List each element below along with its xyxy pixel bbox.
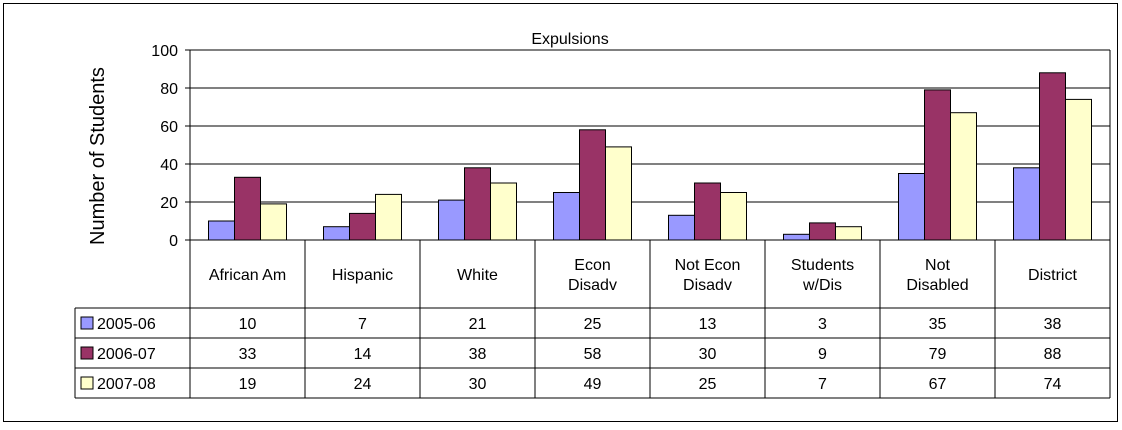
bar-2006-07-1 [349, 212, 376, 241]
data-label-2007-08-0: 19 [239, 376, 257, 393]
data-label-2007-08-3: 49 [584, 376, 602, 393]
bar-2006-07-3 [579, 129, 606, 241]
chart-title: Expulsions [531, 31, 608, 48]
bar-2007-08-4 [720, 192, 747, 241]
category-label-7-0: District [1028, 267, 1077, 284]
bar-2006-07-0 [234, 176, 261, 241]
data-label-2007-08-4: 25 [699, 376, 717, 393]
category-label-6-0: Not [925, 257, 950, 274]
y-tick-label-100: 100 [151, 43, 178, 60]
data-label-2005-06-3: 25 [584, 316, 602, 333]
data-label-2006-07-2: 38 [469, 346, 487, 363]
y-axis-ticks: 0 20 40 60 80 100 [151, 43, 190, 250]
bar-2007-08-5 [835, 226, 862, 241]
bar-2005-06-7 [1013, 167, 1040, 241]
y-tick-label-20: 20 [160, 195, 178, 212]
data-label-2007-08-1: 24 [354, 376, 372, 393]
y-tick-label-80: 80 [160, 81, 178, 98]
bar-2006-07-5 [809, 222, 836, 241]
legend-label-2006-07: 2006-07 [97, 346, 156, 363]
data-label-2006-07-7: 88 [1044, 346, 1062, 363]
category-label-1-0: Hispanic [332, 267, 393, 284]
data-label-2006-07-3: 58 [584, 346, 602, 363]
bar-2005-06-3 [553, 192, 580, 241]
legend-key-2006-07 [80, 346, 94, 360]
bar-2006-07-6 [924, 89, 951, 241]
y-tick-label-60: 60 [160, 119, 178, 136]
bar-2007-08-3 [605, 146, 632, 241]
bar-2005-06-1 [323, 226, 350, 241]
data-label-2007-08-5: 7 [818, 376, 827, 393]
bars [208, 72, 1092, 241]
bar-2005-06-2 [438, 199, 465, 241]
data-label-2005-06-5: 3 [818, 316, 827, 333]
legend-key-2007-08 [80, 376, 94, 390]
data-label-2005-06-2: 21 [469, 316, 487, 333]
category-label-6-1: Disabled [906, 277, 968, 294]
bar-2007-08-1 [375, 193, 402, 241]
bar-2007-08-0 [260, 203, 287, 241]
category-label-3-1: Disadv [568, 277, 617, 294]
data-label-2006-07-0: 33 [239, 346, 257, 363]
y-tick-label-40: 40 [160, 157, 178, 174]
data-table: African Am Hispanic White Econ Disadv Not Eco… [74, 239, 1111, 399]
bar-2007-08-7 [1065, 98, 1092, 241]
category-label-5-1: w/Dis [802, 277, 842, 294]
bar-2005-06-4 [668, 214, 695, 241]
data-label-2006-07-6: 79 [929, 346, 947, 363]
category-label-0-0: African Am [209, 267, 286, 284]
category-label-3-0: Econ [574, 257, 610, 274]
legend-key-2005-06 [80, 316, 94, 330]
bar-2007-08-2 [490, 182, 517, 241]
legend-label-2007-08: 2007-08 [97, 376, 156, 393]
category-label-5-0: Students [791, 257, 854, 274]
category-label-4-0: Not Econ [675, 257, 741, 274]
data-label-2007-08-7: 74 [1044, 376, 1062, 393]
data-label-2005-06-7: 38 [1044, 316, 1062, 333]
bar-2005-06-6 [898, 173, 925, 241]
data-label-2005-06-4: 13 [699, 316, 717, 333]
bar-2006-07-7 [1039, 72, 1066, 241]
bar-2006-07-2 [464, 167, 491, 241]
data-label-2006-07-1: 14 [354, 346, 372, 363]
bar-2005-06-5 [783, 233, 810, 241]
data-label-2006-07-5: 9 [818, 346, 827, 363]
data-label-2007-08-2: 30 [469, 376, 487, 393]
bar-2007-08-6 [950, 112, 977, 241]
data-label-2005-06-1: 7 [358, 316, 367, 333]
y-axis-label: Number of Students [87, 67, 109, 245]
legend-label-2005-06: 2005-06 [97, 316, 156, 333]
data-label-2006-07-4: 30 [699, 346, 717, 363]
category-label-2-0: White [457, 267, 498, 284]
data-label-2007-08-6: 67 [929, 376, 947, 393]
bar-2005-06-0 [208, 220, 235, 241]
data-label-2005-06-6: 35 [929, 316, 947, 333]
data-label-2005-06-0: 10 [239, 316, 257, 333]
bar-2006-07-4 [694, 182, 721, 241]
category-label-4-1: Disadv [683, 277, 732, 294]
y-tick-label-0: 0 [169, 233, 178, 250]
